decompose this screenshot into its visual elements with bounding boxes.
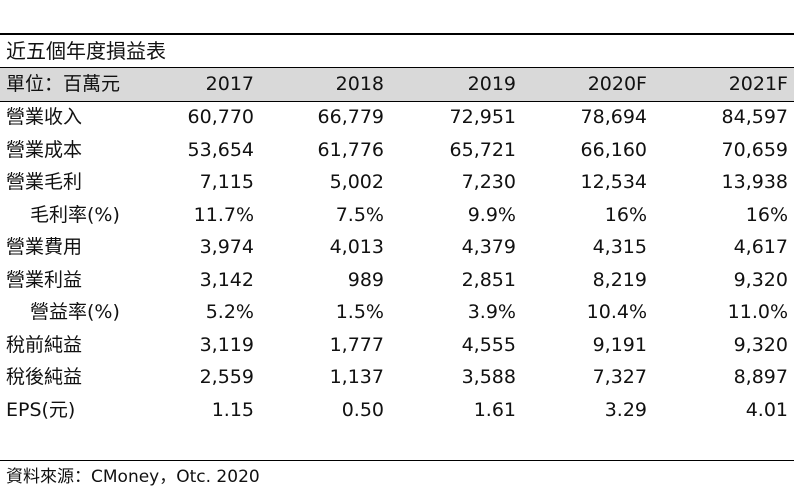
table-cell: 66,779 — [317, 106, 384, 128]
table-cell: 3.29 — [604, 398, 647, 421]
table-cell: 4,555 — [461, 333, 516, 356]
table-cell: 1.15 — [211, 398, 254, 421]
table-row: 毛利率(%) 11.7% 7.5% 9.9% 16% 16% — [0, 199, 794, 232]
table-cell: 70,659 — [721, 138, 788, 161]
table-cell: 65,721 — [449, 138, 516, 161]
table-cell: 16% — [745, 203, 788, 226]
table-cell: 7,327 — [592, 366, 647, 388]
table-cell: 53,654 — [187, 138, 254, 161]
row-label: 毛利率(%) — [30, 203, 120, 226]
row-label: 營業成本 — [6, 138, 83, 161]
table-row: 營業費用 3,974 4,013 4,379 4,315 4,617 — [0, 231, 794, 264]
table-row: 營業利益 3,142 989 2,851 8,219 9,320 — [0, 264, 794, 297]
table-cell: 9,320 — [733, 268, 788, 291]
table-cell: 8,897 — [733, 366, 788, 388]
year-header: 2018 — [335, 73, 384, 95]
table-cell: 989 — [347, 268, 384, 291]
table-cell: 7.5% — [335, 203, 384, 226]
table-cell: 9.9% — [467, 203, 516, 226]
table-cell: 3,588 — [461, 366, 516, 388]
row-label: EPS(元) — [6, 398, 76, 421]
table-cell: 66,160 — [580, 138, 647, 161]
year-header: 2020F — [587, 73, 647, 95]
source-note: 資料來源：CMoney，Otc. 2020 — [6, 467, 260, 487]
table-cell: 1,777 — [329, 333, 384, 356]
table-cell: 78,694 — [580, 106, 647, 128]
table-cell: 1.5% — [335, 301, 384, 323]
table-row: 營益率(%) 5.2% 1.5% 3.9% 10.4% 11.0% — [0, 296, 794, 329]
table-row: 營業毛利 7,115 5,002 7,230 12,534 13,938 — [0, 166, 794, 199]
table-row: 稅後純益 2,559 1,137 3,588 7,327 8,897 — [0, 361, 794, 394]
table-cell: 3,142 — [199, 268, 254, 291]
row-label: 營業利益 — [6, 268, 83, 291]
year-header: 2017 — [205, 73, 254, 95]
table-row: EPS(元) 1.15 0.50 1.61 3.29 4.01 — [0, 394, 794, 427]
table-cell: 16% — [604, 203, 647, 226]
table-cell: 60,770 — [187, 106, 254, 128]
top-rule — [0, 33, 794, 35]
table-cell: 5.2% — [205, 301, 254, 323]
table-row: 營業收入 60,770 66,779 72,951 78,694 84,597 — [0, 101, 794, 134]
row-label: 營業毛利 — [6, 171, 83, 193]
table-cell: 4,013 — [329, 236, 384, 258]
row-label: 營業收入 — [6, 106, 83, 128]
table-cell: 10.4% — [586, 301, 647, 323]
table-cell: 0.50 — [341, 398, 384, 421]
table-cell: 4,315 — [592, 236, 647, 258]
table-cell: 9,320 — [733, 333, 788, 356]
table-cell: 72,951 — [449, 106, 516, 128]
table-cell: 11.7% — [193, 203, 254, 226]
table-cell: 3,119 — [199, 333, 254, 356]
row-label: 稅前純益 — [6, 333, 83, 356]
table-cell: 4,617 — [733, 236, 788, 258]
table-cell: 3,974 — [199, 236, 254, 258]
table-cell: 3.9% — [467, 301, 516, 323]
table-cell: 1,137 — [329, 366, 384, 388]
table-cell: 13,938 — [721, 171, 788, 193]
table-cell: 2,851 — [461, 268, 516, 291]
row-label: 稅後純益 — [6, 366, 83, 388]
table-cell: 61,776 — [317, 138, 384, 161]
bottom-rule — [0, 460, 794, 461]
table-cell: 4,379 — [461, 236, 516, 258]
row-label: 營業費用 — [6, 236, 83, 258]
year-header: 2021F — [728, 73, 788, 95]
year-header: 2019 — [467, 73, 516, 95]
table-cell: 84,597 — [721, 106, 788, 128]
unit-label: 單位：百萬元 — [6, 73, 121, 95]
table-cell: 9,191 — [592, 333, 647, 356]
table-cell: 7,115 — [199, 171, 254, 193]
row-label: 營益率(%) — [30, 301, 120, 323]
table-cell: 7,230 — [461, 171, 516, 193]
table-cell: 4.01 — [745, 398, 788, 421]
table-cell: 12,534 — [580, 171, 647, 193]
table-cell: 11.0% — [727, 301, 788, 323]
table-cell: 5,002 — [329, 171, 384, 193]
table-row: 稅前純益 3,119 1,777 4,555 9,191 9,320 — [0, 329, 794, 362]
table-cell: 2,559 — [199, 366, 254, 388]
table-title: 近五個年度損益表 — [6, 39, 166, 63]
table-cell: 1.61 — [473, 398, 516, 421]
table-cell: 8,219 — [592, 268, 647, 291]
table-header: 單位：百萬元 2017 2018 2019 2020F 2021F — [0, 67, 794, 102]
table-row: 營業成本 53,654 61,776 65,721 66,160 70,659 — [0, 134, 794, 167]
